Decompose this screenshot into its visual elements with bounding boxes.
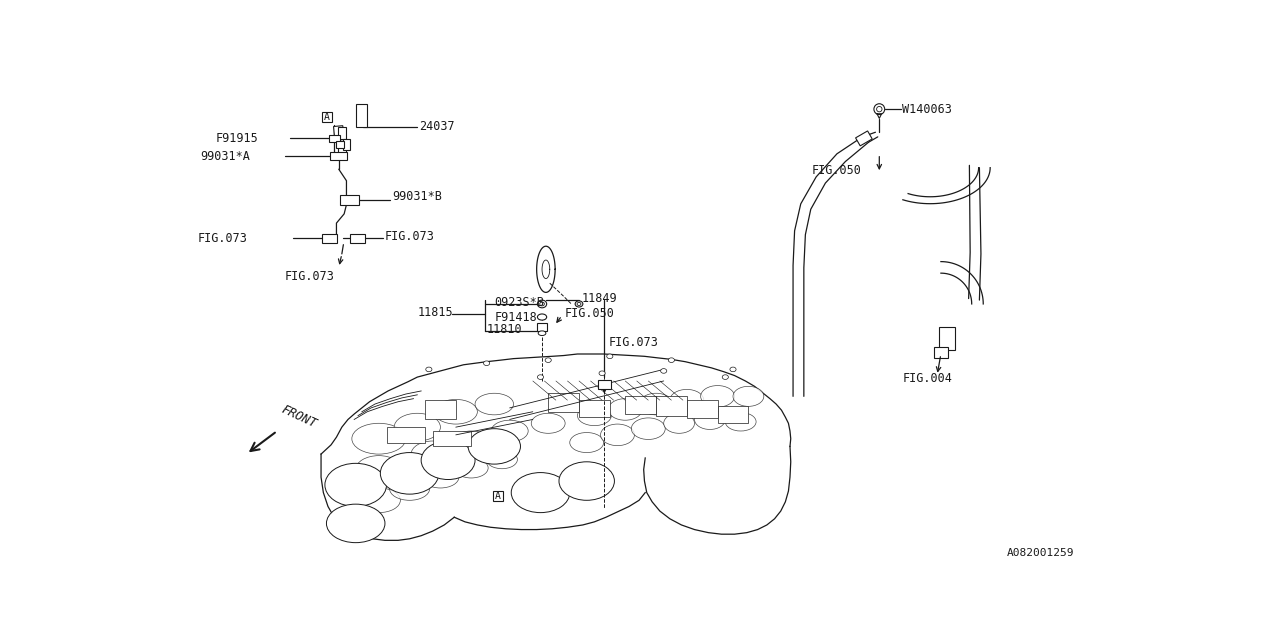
Bar bbox=[433, 431, 471, 447]
Bar bbox=[718, 406, 749, 423]
Ellipse shape bbox=[733, 387, 764, 406]
Ellipse shape bbox=[570, 433, 604, 452]
Bar bbox=[321, 234, 337, 243]
Ellipse shape bbox=[599, 371, 605, 376]
Text: FIG.073: FIG.073 bbox=[285, 271, 335, 284]
Ellipse shape bbox=[874, 104, 884, 115]
Text: FIG.050: FIG.050 bbox=[812, 164, 861, 177]
Ellipse shape bbox=[486, 451, 517, 468]
Ellipse shape bbox=[545, 358, 552, 362]
Ellipse shape bbox=[357, 488, 401, 513]
Bar bbox=[687, 400, 718, 418]
Bar bbox=[625, 396, 657, 414]
Bar bbox=[329, 135, 339, 142]
Ellipse shape bbox=[434, 399, 477, 424]
Bar bbox=[343, 139, 351, 150]
Ellipse shape bbox=[511, 472, 570, 513]
Ellipse shape bbox=[668, 358, 675, 362]
Ellipse shape bbox=[538, 314, 547, 320]
Text: FIG.073: FIG.073 bbox=[608, 336, 658, 349]
Bar bbox=[356, 104, 367, 127]
Text: W140063: W140063 bbox=[902, 102, 952, 116]
Ellipse shape bbox=[352, 423, 406, 454]
Ellipse shape bbox=[669, 389, 704, 411]
Ellipse shape bbox=[451, 431, 492, 454]
Text: 99031*A: 99031*A bbox=[200, 150, 250, 163]
Ellipse shape bbox=[730, 367, 736, 372]
Ellipse shape bbox=[607, 354, 613, 358]
Ellipse shape bbox=[660, 369, 667, 373]
Ellipse shape bbox=[700, 385, 735, 407]
Ellipse shape bbox=[877, 106, 882, 112]
Bar bbox=[349, 234, 365, 243]
Bar bbox=[323, 112, 333, 122]
Ellipse shape bbox=[475, 393, 513, 415]
Ellipse shape bbox=[538, 331, 545, 335]
Ellipse shape bbox=[380, 452, 439, 494]
Ellipse shape bbox=[631, 418, 666, 440]
Ellipse shape bbox=[422, 467, 460, 488]
Ellipse shape bbox=[726, 413, 756, 431]
Bar bbox=[330, 152, 347, 160]
Bar bbox=[657, 396, 687, 415]
Ellipse shape bbox=[577, 406, 612, 426]
Ellipse shape bbox=[454, 458, 488, 478]
Bar bbox=[425, 400, 456, 419]
Ellipse shape bbox=[394, 413, 440, 441]
Ellipse shape bbox=[639, 393, 673, 415]
Ellipse shape bbox=[664, 413, 695, 433]
Text: 0923S*B: 0923S*B bbox=[494, 296, 544, 309]
Ellipse shape bbox=[540, 302, 544, 306]
Text: 11815: 11815 bbox=[417, 306, 453, 319]
Bar bbox=[340, 195, 358, 205]
Ellipse shape bbox=[484, 361, 490, 365]
Text: 99031*B: 99031*B bbox=[393, 189, 443, 203]
Bar bbox=[598, 380, 611, 389]
Bar bbox=[338, 127, 346, 139]
Ellipse shape bbox=[559, 462, 614, 500]
Text: F91915: F91915 bbox=[215, 132, 259, 145]
Text: FRONT: FRONT bbox=[279, 403, 319, 431]
Bar bbox=[934, 347, 947, 358]
Ellipse shape bbox=[426, 367, 431, 372]
Ellipse shape bbox=[538, 300, 547, 308]
Text: FIG.050: FIG.050 bbox=[564, 307, 614, 321]
Text: 11810: 11810 bbox=[486, 323, 522, 336]
Ellipse shape bbox=[421, 441, 475, 479]
Ellipse shape bbox=[531, 413, 566, 433]
Text: 24037: 24037 bbox=[420, 120, 456, 133]
Bar bbox=[338, 145, 346, 156]
Ellipse shape bbox=[538, 375, 544, 380]
Bar bbox=[940, 327, 955, 350]
Bar bbox=[493, 492, 503, 502]
Ellipse shape bbox=[577, 303, 581, 305]
Ellipse shape bbox=[468, 429, 521, 464]
Bar bbox=[855, 131, 872, 146]
Bar bbox=[337, 141, 344, 148]
Ellipse shape bbox=[325, 463, 387, 506]
Text: FIG.073: FIG.073 bbox=[385, 230, 435, 243]
Ellipse shape bbox=[492, 420, 529, 442]
Ellipse shape bbox=[608, 399, 643, 420]
Text: A: A bbox=[495, 492, 500, 502]
Text: 11849: 11849 bbox=[581, 292, 617, 305]
Ellipse shape bbox=[600, 424, 635, 445]
Text: FIG.004: FIG.004 bbox=[902, 372, 952, 385]
Ellipse shape bbox=[722, 375, 728, 380]
Text: FIG.073: FIG.073 bbox=[198, 232, 248, 245]
Bar bbox=[579, 400, 609, 417]
Ellipse shape bbox=[575, 301, 582, 307]
Ellipse shape bbox=[389, 477, 430, 500]
Bar bbox=[387, 427, 425, 442]
Text: A082001259: A082001259 bbox=[1006, 548, 1074, 557]
Text: A: A bbox=[324, 112, 330, 122]
Ellipse shape bbox=[356, 456, 402, 483]
Ellipse shape bbox=[695, 410, 726, 429]
Bar bbox=[538, 323, 547, 331]
Ellipse shape bbox=[411, 441, 454, 467]
Bar bbox=[548, 392, 579, 412]
Bar bbox=[334, 125, 344, 140]
Text: F91418: F91418 bbox=[494, 310, 538, 324]
Ellipse shape bbox=[326, 504, 385, 543]
